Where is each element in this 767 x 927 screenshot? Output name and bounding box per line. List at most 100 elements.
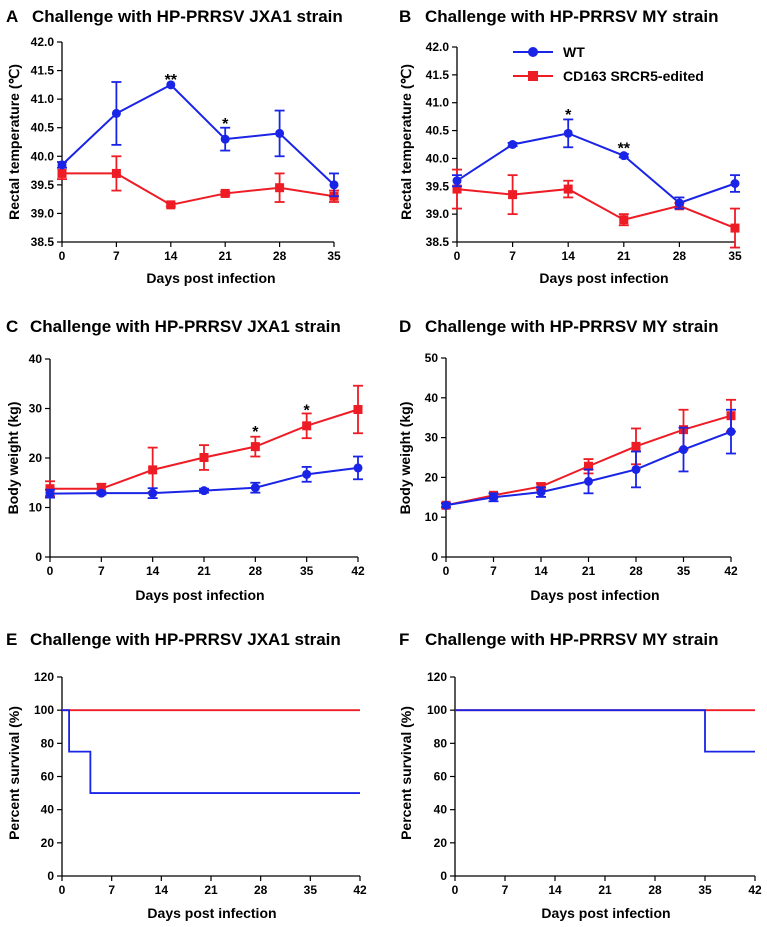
x-tick-label: 14: [534, 564, 548, 578]
x-tick-label: 28: [249, 564, 263, 578]
data-point: [726, 427, 736, 437]
y-tick-label: 42.0: [426, 40, 450, 54]
data-point: [730, 223, 740, 233]
chart-title: Challenge with HP-PRRSV MY strain: [425, 317, 718, 336]
x-tick-label: 35: [300, 564, 314, 578]
data-point: [353, 404, 363, 414]
x-tick-label: 35: [304, 883, 318, 897]
x-tick-label: 21: [598, 883, 612, 897]
x-tick-label: 14: [562, 249, 576, 263]
panel-f: F Challenge with HP-PRRSV MY strain Days…: [398, 630, 762, 921]
y-tick-label: 20: [425, 470, 439, 484]
y-tick-label: 40.0: [426, 151, 450, 165]
x-tick-label: 14: [146, 564, 160, 578]
x-tick-label: 7: [98, 564, 105, 578]
data-point: [730, 179, 740, 188]
x-tick-label: 21: [197, 564, 211, 578]
y-tick-label: 20: [29, 451, 43, 465]
y-tick-label: 41.5: [31, 64, 55, 78]
data-point: [111, 108, 121, 118]
x-tick-label: 28: [648, 883, 662, 897]
y-tick-label: 30: [425, 431, 439, 445]
y-tick-label: 41.5: [426, 68, 450, 82]
chart-title: Challenge with HP-PRRSV MY strain: [425, 7, 718, 26]
data-point: [679, 445, 688, 455]
data-point: [489, 492, 498, 502]
y-tick-label: 80: [41, 736, 55, 750]
y-tick-label: 0: [47, 869, 54, 883]
y-tick-label: 40: [29, 352, 43, 366]
y-tick-label: 38.5: [31, 235, 55, 249]
x-tick-label: 35: [698, 883, 712, 897]
x-axis-label: Days post infection: [539, 270, 668, 286]
significance-label: *: [304, 402, 311, 419]
data-point: [148, 488, 158, 498]
y-tick-label: 40.5: [31, 121, 55, 135]
x-axis-label: Days post infection: [146, 270, 275, 286]
chart-title: Challenge with HP-PRRSV JXA1 strain: [30, 317, 341, 336]
chart-title: Challenge with HP-PRRSV MY strain: [425, 630, 718, 649]
y-tick-label: 41.0: [426, 96, 450, 110]
x-tick-label: 21: [582, 564, 596, 578]
data-point: [45, 484, 55, 494]
data-point: [536, 487, 546, 497]
x-tick-label: 35: [728, 249, 742, 263]
x-tick-label: 42: [724, 564, 738, 578]
y-tick-label: 80: [434, 736, 448, 750]
y-tick-label: 41.0: [31, 92, 55, 106]
survival-line: [455, 709, 755, 753]
y-tick-label: 20: [41, 836, 55, 850]
x-tick-label: 0: [443, 564, 450, 578]
data-point: [441, 500, 451, 510]
data-point: [563, 184, 573, 194]
y-tick-label: 0: [431, 550, 438, 564]
y-axis-label: Rectal temperature (℃): [6, 64, 22, 220]
y-tick-label: 38.5: [426, 235, 450, 249]
x-tick-label: 0: [452, 883, 459, 897]
data-point: [584, 476, 593, 486]
data-point: [199, 486, 209, 496]
y-tick-label: 100: [427, 703, 447, 717]
data-point: [275, 183, 285, 193]
data-point: [275, 128, 285, 138]
x-tick-label: 21: [617, 249, 631, 263]
y-tick-label: 100: [34, 703, 54, 717]
x-tick-label: 14: [164, 249, 178, 263]
panel-letter: D: [399, 317, 411, 336]
x-tick-label: 28: [273, 249, 287, 263]
x-tick-label: 7: [509, 249, 516, 263]
y-tick-label: 39.0: [31, 206, 55, 220]
panel-b: B Challenge with HP-PRRSV MY strain Days…: [398, 7, 742, 286]
y-tick-label: 42.0: [31, 35, 55, 49]
y-tick-label: 39.5: [426, 179, 450, 193]
y-tick-label: 120: [34, 670, 54, 684]
x-tick-label: 35: [327, 249, 341, 263]
survival-line: [62, 709, 360, 794]
x-tick-label: 0: [59, 249, 66, 263]
data-point: [584, 461, 593, 471]
y-axis-label: Percent survival (%): [6, 706, 22, 840]
y-tick-label: 60: [434, 770, 448, 784]
x-tick-label: 28: [254, 883, 268, 897]
data-point: [353, 463, 363, 473]
data-point: [302, 469, 312, 479]
panel-letter: A: [6, 7, 18, 26]
x-axis-label: Days post infection: [541, 905, 670, 921]
x-tick-label: 42: [353, 883, 367, 897]
data-point: [111, 168, 121, 178]
x-tick-label: 7: [490, 564, 497, 578]
data-point: [302, 421, 312, 431]
plot-area: 38.5 39.0 39.5 40.0 40.5 41.0 41.5 42.0 0 7 14 21 28…: [31, 35, 341, 263]
data-point: [508, 190, 518, 200]
y-axis-label: Body weight (kg): [397, 402, 413, 515]
y-tick-label: 40.5: [426, 124, 450, 138]
data-point: [220, 188, 230, 198]
data-point: [631, 441, 641, 451]
x-tick-label: 0: [454, 249, 461, 263]
significance-label: **: [165, 72, 178, 89]
x-axis-label: Days post infection: [530, 587, 659, 603]
data-point: [220, 134, 230, 144]
panel-letter: E: [6, 630, 17, 649]
x-tick-label: 42: [351, 564, 365, 578]
